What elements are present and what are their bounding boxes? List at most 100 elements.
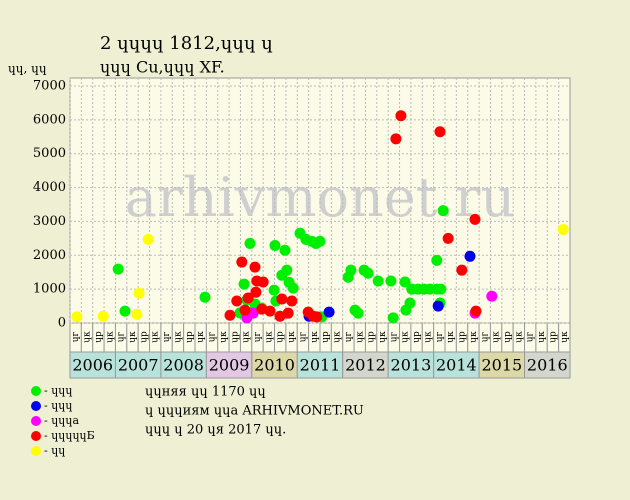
- quarter-label: ɥк: [83, 331, 93, 343]
- point: [231, 295, 243, 307]
- y-tick-label: 3000: [33, 214, 66, 229]
- point: [557, 224, 569, 236]
- point: [404, 297, 416, 309]
- quarter-label: ɥр: [321, 331, 331, 343]
- y-tick-label: 6000: [33, 112, 66, 127]
- note: ɥɥɥ ɥ 20 ɥя 2017 ɥɥ.: [145, 423, 286, 438]
- point: [435, 283, 447, 295]
- point: [142, 233, 154, 245]
- point: [486, 290, 498, 302]
- point: [345, 264, 357, 276]
- year-label: 2012: [345, 356, 386, 375]
- point: [236, 256, 248, 268]
- legend-marker: [31, 431, 41, 441]
- point: [456, 264, 468, 276]
- point: [199, 291, 211, 303]
- quarter-label: ɥк: [492, 331, 502, 343]
- quarter-label: ɥг: [253, 331, 263, 342]
- year-cell: [296, 351, 344, 379]
- year-label: 2007: [118, 356, 159, 375]
- point: [131, 308, 143, 320]
- year-label: 2011: [300, 356, 341, 375]
- point: [287, 282, 299, 294]
- point: [249, 261, 261, 273]
- year-label: 2014: [436, 356, 477, 375]
- quarter-label: ɥр: [139, 331, 149, 343]
- point: [387, 312, 399, 324]
- point: [97, 310, 109, 322]
- quarter-label: ɥр: [367, 331, 377, 343]
- point: [268, 284, 280, 296]
- legend-label: - ɥɥɥɥɥБ: [44, 429, 95, 442]
- quarter-label: ɥк: [446, 331, 456, 343]
- point: [323, 306, 335, 318]
- year-label: 2008: [163, 356, 204, 375]
- note: ɥ ɥɥɥиям ɥɥа ARHIVMONET.RU: [145, 404, 364, 419]
- point: [372, 275, 384, 287]
- point: [432, 300, 444, 312]
- point: [224, 309, 236, 321]
- point: [399, 276, 411, 288]
- point: [395, 110, 407, 122]
- quarter-label: ɥр: [185, 331, 195, 343]
- year-cell: [342, 351, 389, 379]
- y-tick-label: 4000: [33, 180, 66, 195]
- quarter-label: ɥг: [480, 331, 490, 342]
- legend-marker: [31, 416, 41, 426]
- quarter-label: ɥг: [389, 331, 399, 342]
- point: [286, 295, 298, 307]
- quarter-label: ɥк: [423, 331, 433, 343]
- point: [239, 304, 251, 316]
- point: [362, 267, 374, 279]
- point: [437, 205, 449, 217]
- year-cell: [114, 351, 162, 379]
- quarter-label: ɥг: [208, 331, 218, 342]
- point: [470, 305, 482, 317]
- quarter-label: ɥр: [548, 331, 558, 343]
- quarter-label: ɥк: [560, 331, 570, 343]
- year-cell: [524, 351, 571, 379]
- quarter-label: ɥк: [196, 331, 206, 343]
- quarter-label: ɥг: [526, 331, 536, 342]
- chart-title: 2 ɥɥɥɥ 1812,ɥɥɥ ɥ: [100, 33, 273, 54]
- year-cell: [387, 351, 435, 379]
- quarter-label: ɥр: [94, 331, 104, 343]
- legend-marker: [31, 386, 41, 396]
- y-tick-label: 7000: [33, 79, 66, 94]
- point: [276, 293, 288, 305]
- point: [269, 239, 281, 251]
- year-label: 2009: [209, 356, 250, 375]
- point: [431, 254, 443, 266]
- point: [442, 232, 454, 244]
- quarter-label: ɥк: [333, 331, 343, 343]
- quarter-label: ɥр: [230, 331, 240, 343]
- quarter-label: ɥк: [355, 331, 365, 343]
- point: [238, 278, 250, 290]
- quarter-label: ɥг: [298, 331, 308, 342]
- quarter-label: ɥр: [412, 331, 422, 343]
- year-label: 2015: [481, 356, 522, 375]
- point: [250, 286, 262, 298]
- point: [242, 292, 254, 304]
- quarter-label: ɥк: [219, 331, 229, 343]
- quarter-label: ɥк: [378, 331, 388, 343]
- quarter-label: ɥк: [264, 331, 274, 343]
- point: [434, 126, 446, 138]
- year-label: 2010: [254, 356, 295, 375]
- quarter-label: ɥк: [151, 331, 161, 343]
- year-label: 2013: [391, 356, 432, 375]
- point: [314, 235, 326, 247]
- y-tick-label: 1000: [33, 282, 66, 297]
- quarter-label: ɥк: [469, 331, 479, 343]
- quarter-label: ɥк: [310, 331, 320, 343]
- point: [281, 264, 293, 276]
- legend-label: - ɥɥɥ: [44, 399, 72, 412]
- quarter-label: ɥк: [128, 331, 138, 343]
- point: [279, 244, 291, 256]
- point: [244, 237, 256, 249]
- y-tick-label: 5000: [33, 146, 66, 161]
- point: [119, 305, 131, 317]
- point: [385, 275, 397, 287]
- point: [390, 133, 402, 145]
